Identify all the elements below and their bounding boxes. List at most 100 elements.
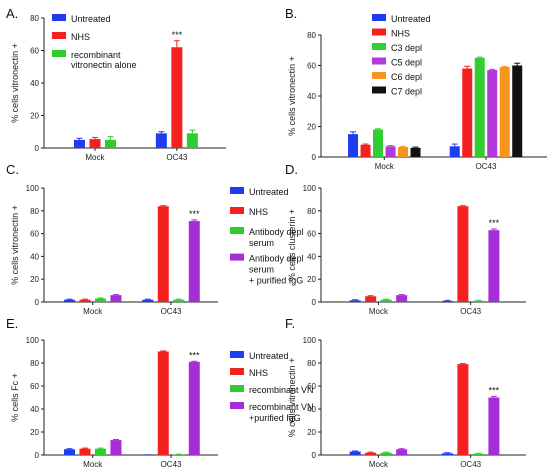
legend-swatch: [372, 86, 386, 94]
legend-swatch: [230, 385, 244, 392]
legend-label: recombinant VN: [249, 402, 314, 412]
y-tick-label: 40: [30, 79, 39, 88]
x-tick-label: OC43: [460, 460, 481, 469]
legend-label: NHS: [249, 368, 268, 378]
legend-swatch: [230, 207, 244, 214]
bar: [380, 299, 392, 302]
bar: [474, 57, 485, 157]
y-tick-label: 40: [307, 252, 316, 261]
legend-label: Untreated: [249, 351, 289, 361]
legend-swatch: [372, 28, 386, 36]
panel-letter: B.: [285, 6, 297, 21]
chart-panel: A. 0 20 40 60 80 % cells vitronectin + Mock OC43…: [6, 6, 226, 162]
bar: [110, 440, 122, 455]
panel-letter: F.: [285, 316, 295, 331]
legend-label: NHS: [71, 32, 90, 42]
bar: [63, 449, 75, 455]
bar: [365, 296, 377, 302]
bar: [449, 146, 460, 157]
y-tick-label: 40: [30, 405, 39, 414]
bar: [188, 221, 200, 302]
legend-label: Untreated: [391, 14, 431, 24]
bar: [171, 47, 183, 148]
y-tick-label: 80: [30, 359, 39, 368]
legend-swatch: [372, 14, 386, 21]
bar: [441, 300, 453, 302]
bar: [360, 144, 371, 157]
y-tick-label: 60: [30, 47, 39, 56]
legend-swatch: [230, 351, 244, 358]
significance-label: ***: [189, 350, 200, 360]
bar: [63, 299, 75, 302]
bar: [348, 134, 359, 157]
legend-swatch: [52, 50, 66, 57]
y-tick-label: 60: [30, 230, 39, 239]
y-tick-label: 80: [30, 14, 39, 23]
chart-panel: C. 0 20 40 60 80 100 % cells vitronectin + Mock O…: [6, 162, 304, 316]
y-tick-label: 60: [307, 382, 316, 391]
bar: [472, 300, 484, 302]
significance-label: ***: [489, 385, 500, 395]
y-tick-label: 20: [307, 123, 316, 132]
panel-letter: D.: [285, 162, 298, 177]
bar: [157, 351, 169, 455]
bar: [142, 455, 154, 456]
legend-swatch: [52, 32, 66, 39]
x-tick-label: Mock: [369, 307, 389, 316]
significance-label: ***: [172, 30, 183, 40]
y-tick-label: 60: [30, 382, 39, 391]
y-axis-label: % cells vitronectin +: [287, 358, 297, 438]
panel-letter: A.: [6, 6, 18, 21]
y-tick-label: 60: [307, 62, 316, 71]
legend-label: NHS: [249, 207, 268, 217]
legend-label: serum: [249, 238, 274, 248]
legend-label: +purified IgG: [249, 413, 301, 423]
panel-letter: E.: [6, 316, 18, 331]
bar: [365, 452, 377, 455]
y-tick-label: 40: [307, 405, 316, 414]
y-tick-label: 20: [30, 275, 39, 284]
bar: [457, 364, 469, 455]
bar: [441, 453, 453, 455]
bar: [472, 453, 484, 455]
y-tick-label: 100: [26, 184, 40, 193]
legend-label: C5 depl: [391, 58, 422, 68]
legend-label: C3 depl: [391, 43, 422, 53]
x-tick-label: Mock: [85, 153, 105, 162]
y-tick-label: 0: [312, 451, 317, 460]
legend-label: serum: [249, 265, 274, 275]
bar: [499, 67, 510, 157]
legend-label: Untreated: [71, 14, 111, 24]
y-tick-label: 80: [307, 31, 316, 40]
bar: [94, 448, 106, 455]
bar: [457, 206, 469, 302]
significance-label: ***: [189, 209, 200, 219]
y-axis-label: % cells vitronectin +: [10, 205, 20, 285]
bar: [188, 361, 200, 455]
y-tick-label: 0: [312, 298, 317, 307]
bar: [186, 133, 198, 148]
y-tick-label: 100: [303, 336, 317, 345]
legend-label: recombinant VN: [249, 385, 314, 395]
bar: [410, 147, 421, 157]
bar: [462, 68, 473, 157]
x-tick-label: Mock: [375, 162, 395, 171]
y-tick-label: 0: [35, 451, 40, 460]
bar: [104, 139, 116, 148]
legend-swatch: [230, 253, 244, 261]
y-tick-label: 0: [35, 144, 40, 153]
y-tick-label: 20: [30, 428, 39, 437]
legend-label: NHS: [391, 29, 410, 39]
bar: [155, 133, 167, 148]
y-tick-label: 40: [307, 92, 316, 101]
y-tick-label: 100: [26, 336, 40, 345]
legend-swatch: [372, 72, 386, 79]
x-tick-label: OC43: [161, 307, 182, 316]
y-tick-label: 80: [30, 207, 39, 216]
panel-letter: C.: [6, 162, 19, 177]
bar: [79, 448, 91, 455]
x-tick-label: Mock: [83, 307, 103, 316]
x-tick-label: OC43: [460, 307, 481, 316]
